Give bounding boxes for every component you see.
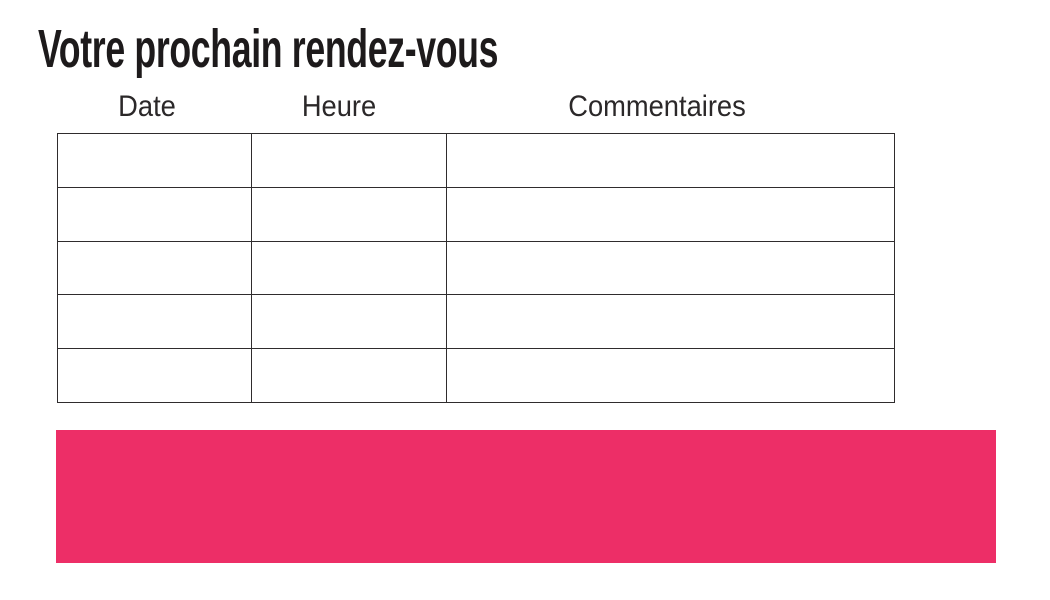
table-cell xyxy=(446,294,895,350)
appointments-table-body xyxy=(57,133,895,403)
table-row xyxy=(57,294,895,350)
column-header-date: Date xyxy=(118,90,176,123)
table-cell xyxy=(446,240,895,296)
table-cell xyxy=(251,133,447,188)
table-row xyxy=(57,240,895,296)
table-row xyxy=(57,348,895,403)
pink-banner xyxy=(56,430,996,563)
table-cell xyxy=(251,348,447,403)
column-header-heure: Heure xyxy=(301,90,377,123)
table-cell xyxy=(57,133,252,188)
table-cell xyxy=(57,240,252,296)
table-row xyxy=(57,186,895,242)
table-cell xyxy=(446,348,895,403)
table-cell xyxy=(57,294,252,350)
table-cell xyxy=(251,240,447,296)
column-header-commentaires: Commentaires xyxy=(568,90,746,123)
table-cell xyxy=(251,186,447,242)
page-title: Votre prochain rendez-vous xyxy=(38,19,499,79)
table-row xyxy=(57,133,895,188)
appointments-table xyxy=(57,133,895,403)
table-cell xyxy=(446,133,895,188)
table-cell xyxy=(251,294,447,350)
table-cell xyxy=(57,348,252,403)
table-cell xyxy=(446,186,895,242)
table-cell xyxy=(57,186,252,242)
